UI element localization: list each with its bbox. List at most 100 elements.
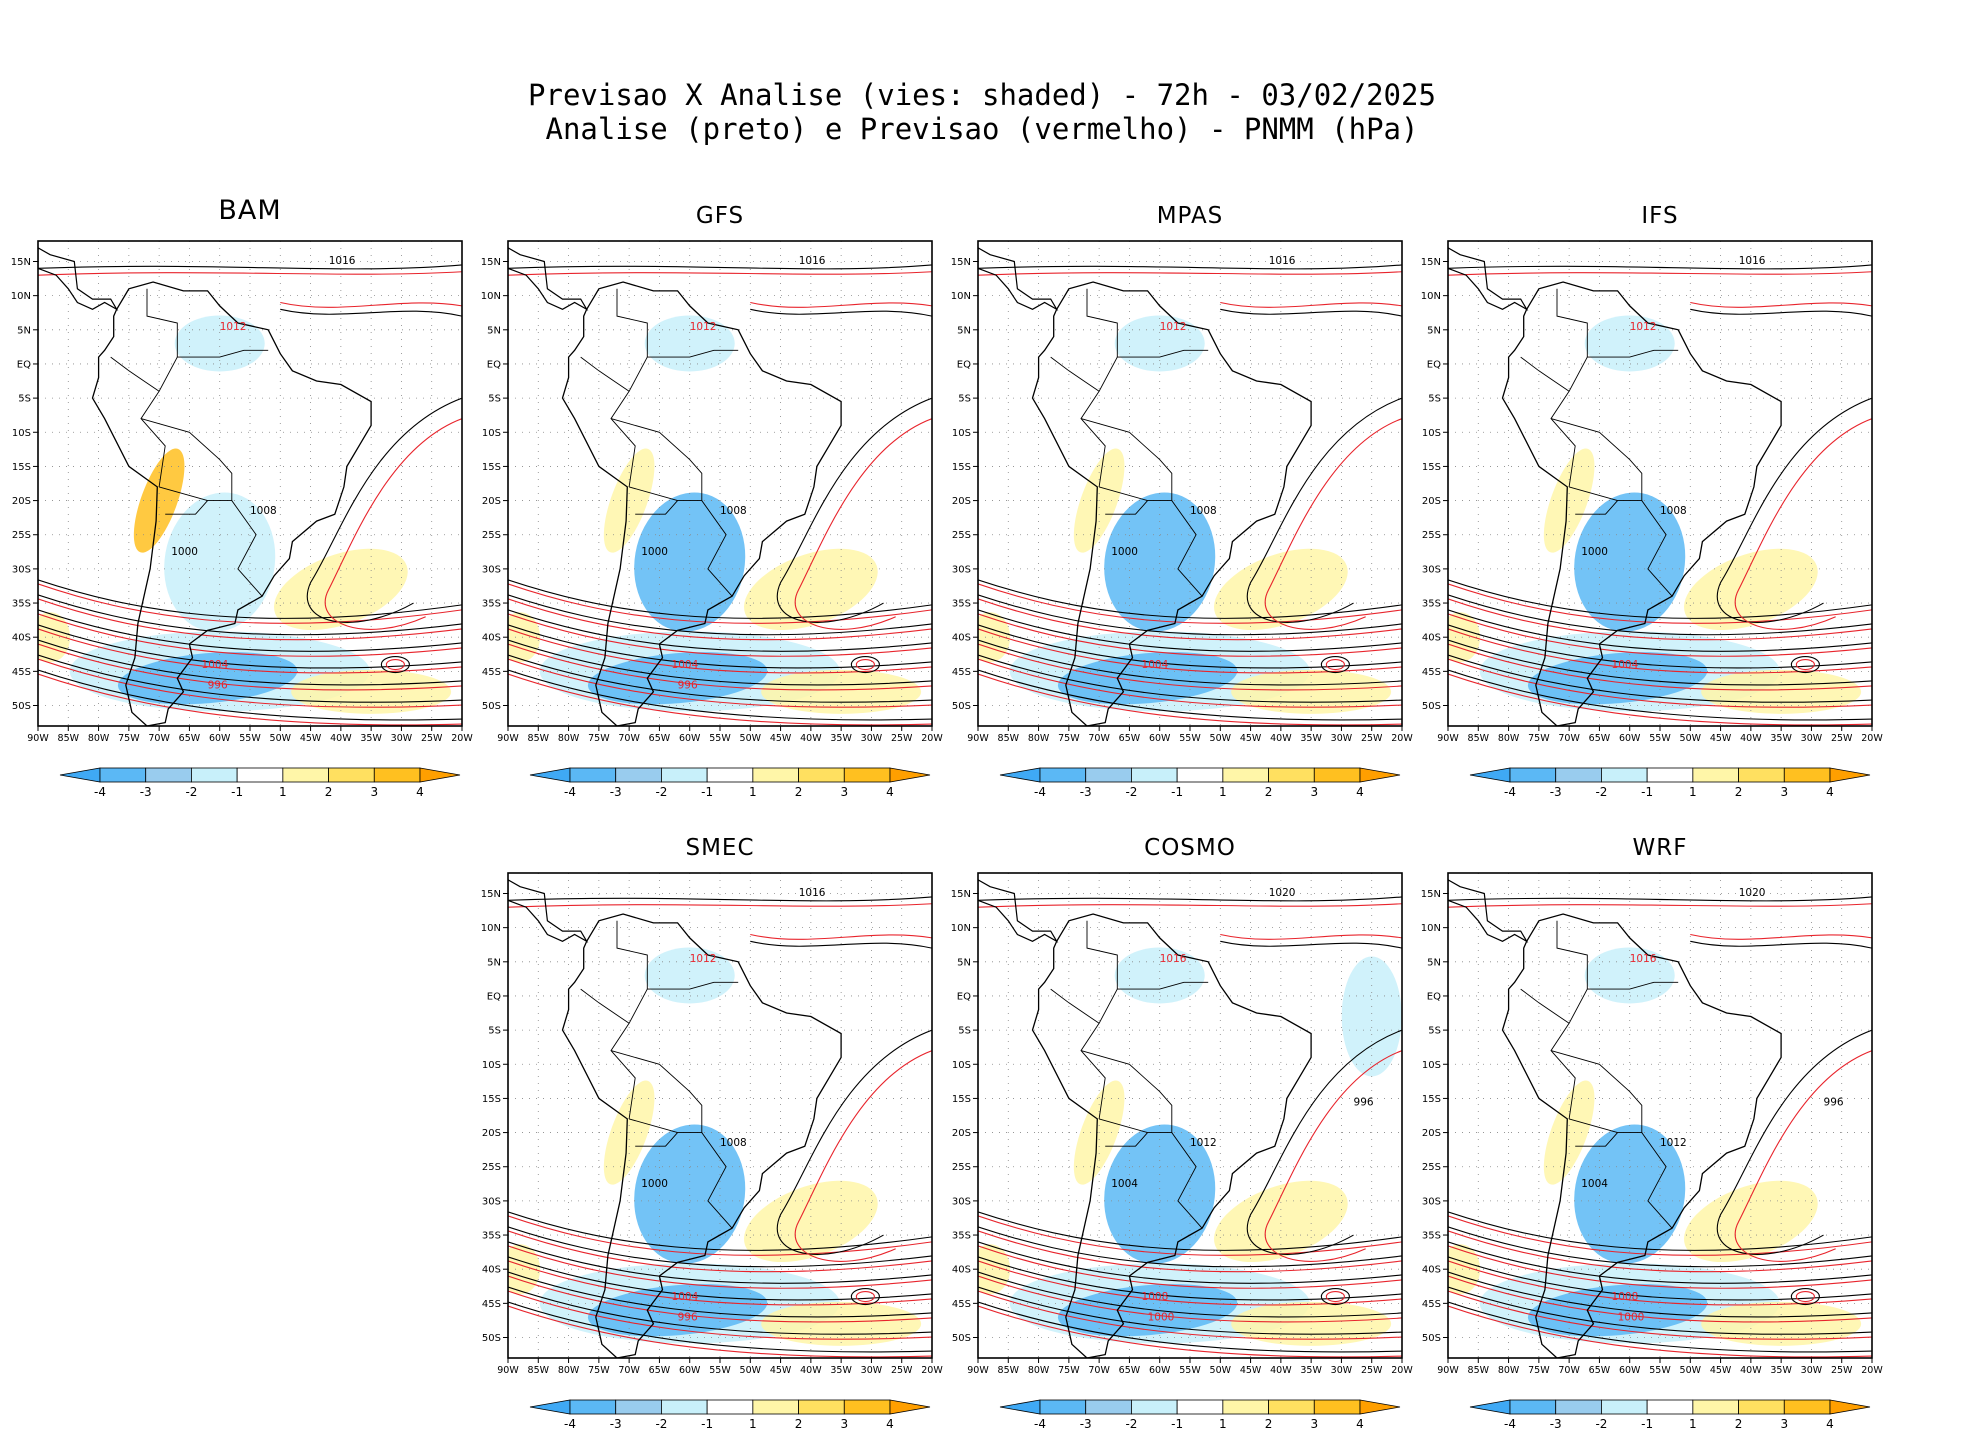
lat-label: 50S xyxy=(952,1333,971,1344)
map-panel: 1016 1012 1008 1004 1000 15N 10N 5N EQ 5S 10S 15S 20… xyxy=(1421,240,1883,744)
colorbar-segment xyxy=(1268,1399,1315,1415)
forecast-isobar xyxy=(508,271,932,276)
forecast-isobar xyxy=(1690,933,1872,940)
colorbar-label: 3 xyxy=(1780,1417,1788,1431)
contour-label: 1016 xyxy=(329,255,356,267)
forecast-isobar xyxy=(508,1230,932,1273)
central-america-coastline xyxy=(978,247,1059,311)
lon-label: 30W xyxy=(1331,1365,1353,1376)
country-border xyxy=(1098,1118,1203,1229)
country-border xyxy=(635,500,678,515)
forecast-isobar xyxy=(978,643,1402,691)
lat-label: 15N xyxy=(481,889,501,900)
colorbar-segment xyxy=(191,767,238,783)
lon-label: 20W xyxy=(1391,1365,1413,1376)
bias-shading xyxy=(1701,1301,1862,1346)
bias-shading xyxy=(1701,669,1862,714)
bias-shading xyxy=(978,1244,1011,1295)
lat-label: 5N xyxy=(1427,325,1441,336)
colorbar-extend-high xyxy=(889,767,931,783)
lon-label: 90W xyxy=(1437,733,1459,744)
country-border xyxy=(1098,349,1209,392)
colorbar-segment xyxy=(1313,1399,1361,1415)
bias-shading xyxy=(1341,956,1402,1077)
contour-label: 1020 xyxy=(1269,887,1296,899)
lat-label: 35S xyxy=(482,599,501,610)
forecast-isobar xyxy=(855,1290,875,1303)
lon-label: 90W xyxy=(27,733,49,744)
analysis-isobar xyxy=(508,1226,932,1268)
lon-label: 60W xyxy=(1619,733,1641,744)
colorbar-label: -3 xyxy=(1080,1417,1092,1431)
colorbar: -4 -3 -2 -1 1 2 3 4 xyxy=(1469,1399,1871,1431)
country-border xyxy=(1080,418,1173,501)
colorbar-label: 3 xyxy=(1780,785,1788,799)
lon-label: 65W xyxy=(179,733,201,744)
colorbar-segment xyxy=(798,767,845,783)
colorbar-segment xyxy=(615,1399,662,1415)
lon-label: 80W xyxy=(1028,733,1050,744)
country-border xyxy=(610,1050,703,1133)
contour-label: 1012 xyxy=(1190,1137,1217,1149)
colorbar-label: -3 xyxy=(1080,785,1092,799)
colorbar-segment xyxy=(1509,767,1557,783)
contour-label: 1016 xyxy=(799,887,826,899)
country-border xyxy=(110,356,166,487)
colorbar-segment xyxy=(661,1399,708,1415)
forecast-isobar xyxy=(1448,1290,1872,1340)
lat-label: 15S xyxy=(952,462,971,473)
lat-label: 15S xyxy=(952,1094,971,1105)
lat-label: 15S xyxy=(482,462,501,473)
lon-label: 70W xyxy=(1558,733,1580,744)
forecast-isobar xyxy=(1448,613,1872,657)
analysis-isobar xyxy=(978,896,1402,902)
contour-label: 1008 xyxy=(1660,505,1687,517)
analysis-isobar xyxy=(1448,609,1872,652)
lon-label: 80W xyxy=(88,733,110,744)
contour-label: 1000 xyxy=(1618,1311,1645,1323)
lon-label: 25W xyxy=(1361,1365,1383,1376)
country-border xyxy=(1098,486,1203,597)
central-america-coastline xyxy=(38,247,119,311)
forecast-isobar xyxy=(324,418,462,630)
lat-label: 50S xyxy=(1422,701,1441,712)
colorbar-segment xyxy=(752,1399,799,1415)
lat-label: 20S xyxy=(12,496,31,507)
forecast-isobar xyxy=(855,658,875,671)
analysis-isobar xyxy=(508,1286,932,1335)
colorbar-segment xyxy=(615,767,662,783)
analysis-isobar xyxy=(508,1271,932,1318)
lat-label: 35S xyxy=(952,1231,971,1242)
lon-label: 55W xyxy=(709,733,731,744)
lon-label: 40W xyxy=(1270,1365,1292,1376)
country-border xyxy=(1050,356,1106,487)
bias-shading xyxy=(1231,1301,1392,1346)
forecast-isobar xyxy=(1448,583,1872,624)
analysis-isobar xyxy=(508,1241,932,1284)
colorbar-segment xyxy=(328,767,375,783)
lon-label: 45W xyxy=(1710,733,1732,744)
analysis-isobar xyxy=(1448,1211,1872,1251)
figure-title: Previsao X Analise (vies: shaded) - 72h … xyxy=(528,78,1436,112)
contour-label: 1000 xyxy=(1581,546,1608,558)
lon-label: 65W xyxy=(1589,733,1611,744)
contour-label: 1004 xyxy=(1581,1178,1608,1190)
lat-label: 15N xyxy=(951,889,971,900)
colorbar-segment xyxy=(236,767,284,783)
lat-label: 30S xyxy=(1422,564,1441,575)
lat-label: 5S xyxy=(1428,1026,1441,1037)
forecast-isobar xyxy=(280,301,462,308)
colorbar-label: -1 xyxy=(701,1417,713,1431)
colorbar-extend-high xyxy=(419,767,461,783)
colorbar-segment xyxy=(798,1399,845,1415)
lon-label: 90W xyxy=(967,1365,989,1376)
lat-label: 20S xyxy=(482,1128,501,1139)
map-panel: 1016 1012 1008 1004 1000 15N 10N 5N EQ 5S 10S 15S 20… xyxy=(951,240,1413,744)
lat-label: 5N xyxy=(487,325,501,336)
colorbar-label: 2 xyxy=(795,785,803,799)
lon-label: 80W xyxy=(558,1365,580,1376)
central-america-coastline xyxy=(508,879,589,943)
analysis-isobar xyxy=(1690,308,1872,317)
forecast-isobar xyxy=(508,598,932,641)
forecast-isobar xyxy=(978,1260,1402,1306)
